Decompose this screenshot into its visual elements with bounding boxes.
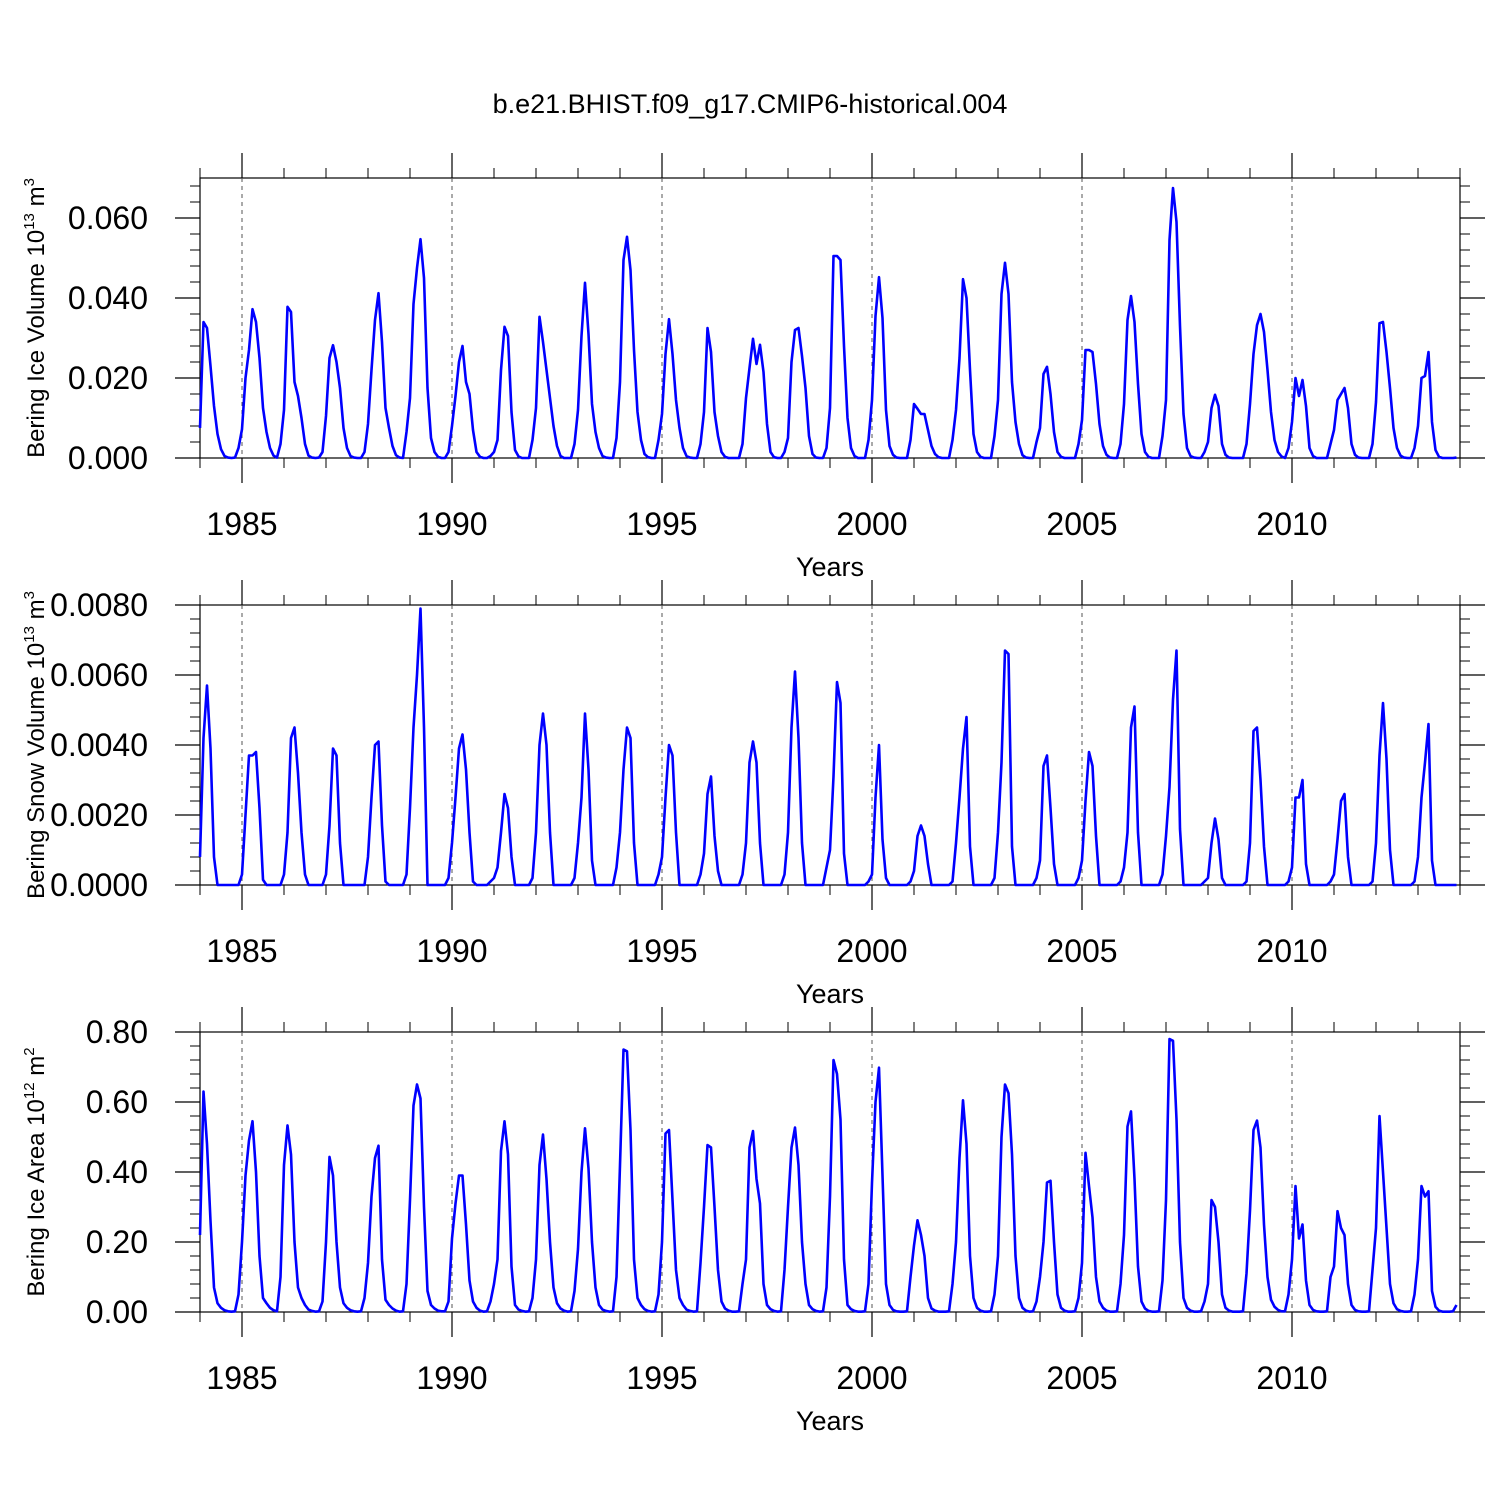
y-tick-label: 0.0080 (50, 587, 148, 623)
x-tick-label: 2010 (1256, 1360, 1327, 1396)
panels-container: 1985 1990 1995 2000 2005 2010 Years 0.000 0.020 0… (21, 153, 1485, 1436)
y-tick-label: 0.0020 (50, 797, 148, 833)
panel-ice-area: 1985 1990 1995 2000 2005 2010 Years 0.00 0.20 0.4… (21, 1007, 1485, 1436)
y-tick-label: 0.000 (68, 440, 148, 476)
y-axis-title-main: Bering Ice Volume 10 (23, 230, 50, 458)
x-tick-label: 2000 (836, 1360, 907, 1396)
y-tick-label: 0.0060 (50, 657, 148, 693)
x-axis-title: Years (796, 979, 864, 1009)
x-tick-label: 1990 (416, 1360, 487, 1396)
y-tick-label: 0.60 (86, 1084, 148, 1120)
y-tick-label: 0.060 (68, 200, 148, 236)
y-tick-label: 0.40 (86, 1154, 148, 1190)
y-axis-title: Bering Ice Volume 1013 m3 (21, 178, 50, 458)
y-axis-title-unit: m (23, 599, 50, 626)
series-line-ice-area (198, 1037, 1458, 1313)
x-tick-label: 1985 (206, 933, 277, 969)
x-tick-label: 2000 (836, 506, 907, 542)
x-tick-label: 1995 (626, 933, 697, 969)
x-tick-label: 2005 (1046, 506, 1117, 542)
series-line-snow-volume (198, 607, 1457, 887)
y-axis-title-exponent: 13 (21, 626, 38, 643)
x-tick-label: 2005 (1046, 1360, 1117, 1396)
y-axis-title-exponent: 13 (21, 213, 38, 230)
x-tick-label: 1985 (206, 1360, 277, 1396)
x-axis-title: Years (796, 552, 864, 582)
x-tick-label: 2000 (836, 933, 907, 969)
y-tick-label: 0.020 (68, 360, 148, 396)
y-tick-label: 0.00 (86, 1294, 148, 1330)
x-tick-label: 2010 (1256, 933, 1327, 969)
chart-title: b.e21.BHIST.f09_g17.CMIP6-historical.004 (493, 89, 1008, 119)
y-axis-title: Bering Snow Volume 1013 m3 (21, 591, 50, 899)
panel-ice-volume: 1985 1990 1995 2000 2005 2010 Years 0.000 0.020 0… (21, 153, 1485, 582)
x-tick-label: 1990 (416, 933, 487, 969)
x-tick-label: 1985 (206, 506, 277, 542)
y-axis-title-main: Bering Snow Volume 10 (23, 643, 50, 899)
y-tick-label: 0.20 (86, 1224, 148, 1260)
y-axis-title-unit-exponent: 2 (21, 1047, 38, 1055)
y-tick-label: 0.80 (86, 1014, 148, 1050)
panel-snow-volume: 1985 1990 1995 2000 2005 2010 Years 0.0000 0.002… (21, 580, 1485, 1009)
x-tick-label: 2010 (1256, 506, 1327, 542)
y-tick-label: 0.040 (68, 280, 148, 316)
series-line-ice-volume (198, 186, 1457, 460)
y-axis-title-unit: m (23, 1056, 50, 1083)
y-axis-title-unit-exponent: 3 (21, 591, 38, 599)
x-axis-title: Years (796, 1406, 864, 1436)
x-tick-label: 1995 (626, 1360, 697, 1396)
x-tick-label: 2005 (1046, 933, 1117, 969)
y-axis-title: Bering Ice Area 1012 m2 (21, 1047, 50, 1296)
y-tick-label: 0.0000 (50, 867, 148, 903)
x-tick-label: 1990 (416, 506, 487, 542)
y-axis-title-unit: m (23, 186, 50, 213)
y-tick-label: 0.0040 (50, 727, 148, 763)
x-tick-label: 1995 (626, 506, 697, 542)
y-axis-title-exponent: 12 (21, 1082, 38, 1099)
y-axis-title-unit-exponent: 3 (21, 178, 38, 186)
y-axis-title-main: Bering Ice Area 10 (23, 1099, 50, 1296)
